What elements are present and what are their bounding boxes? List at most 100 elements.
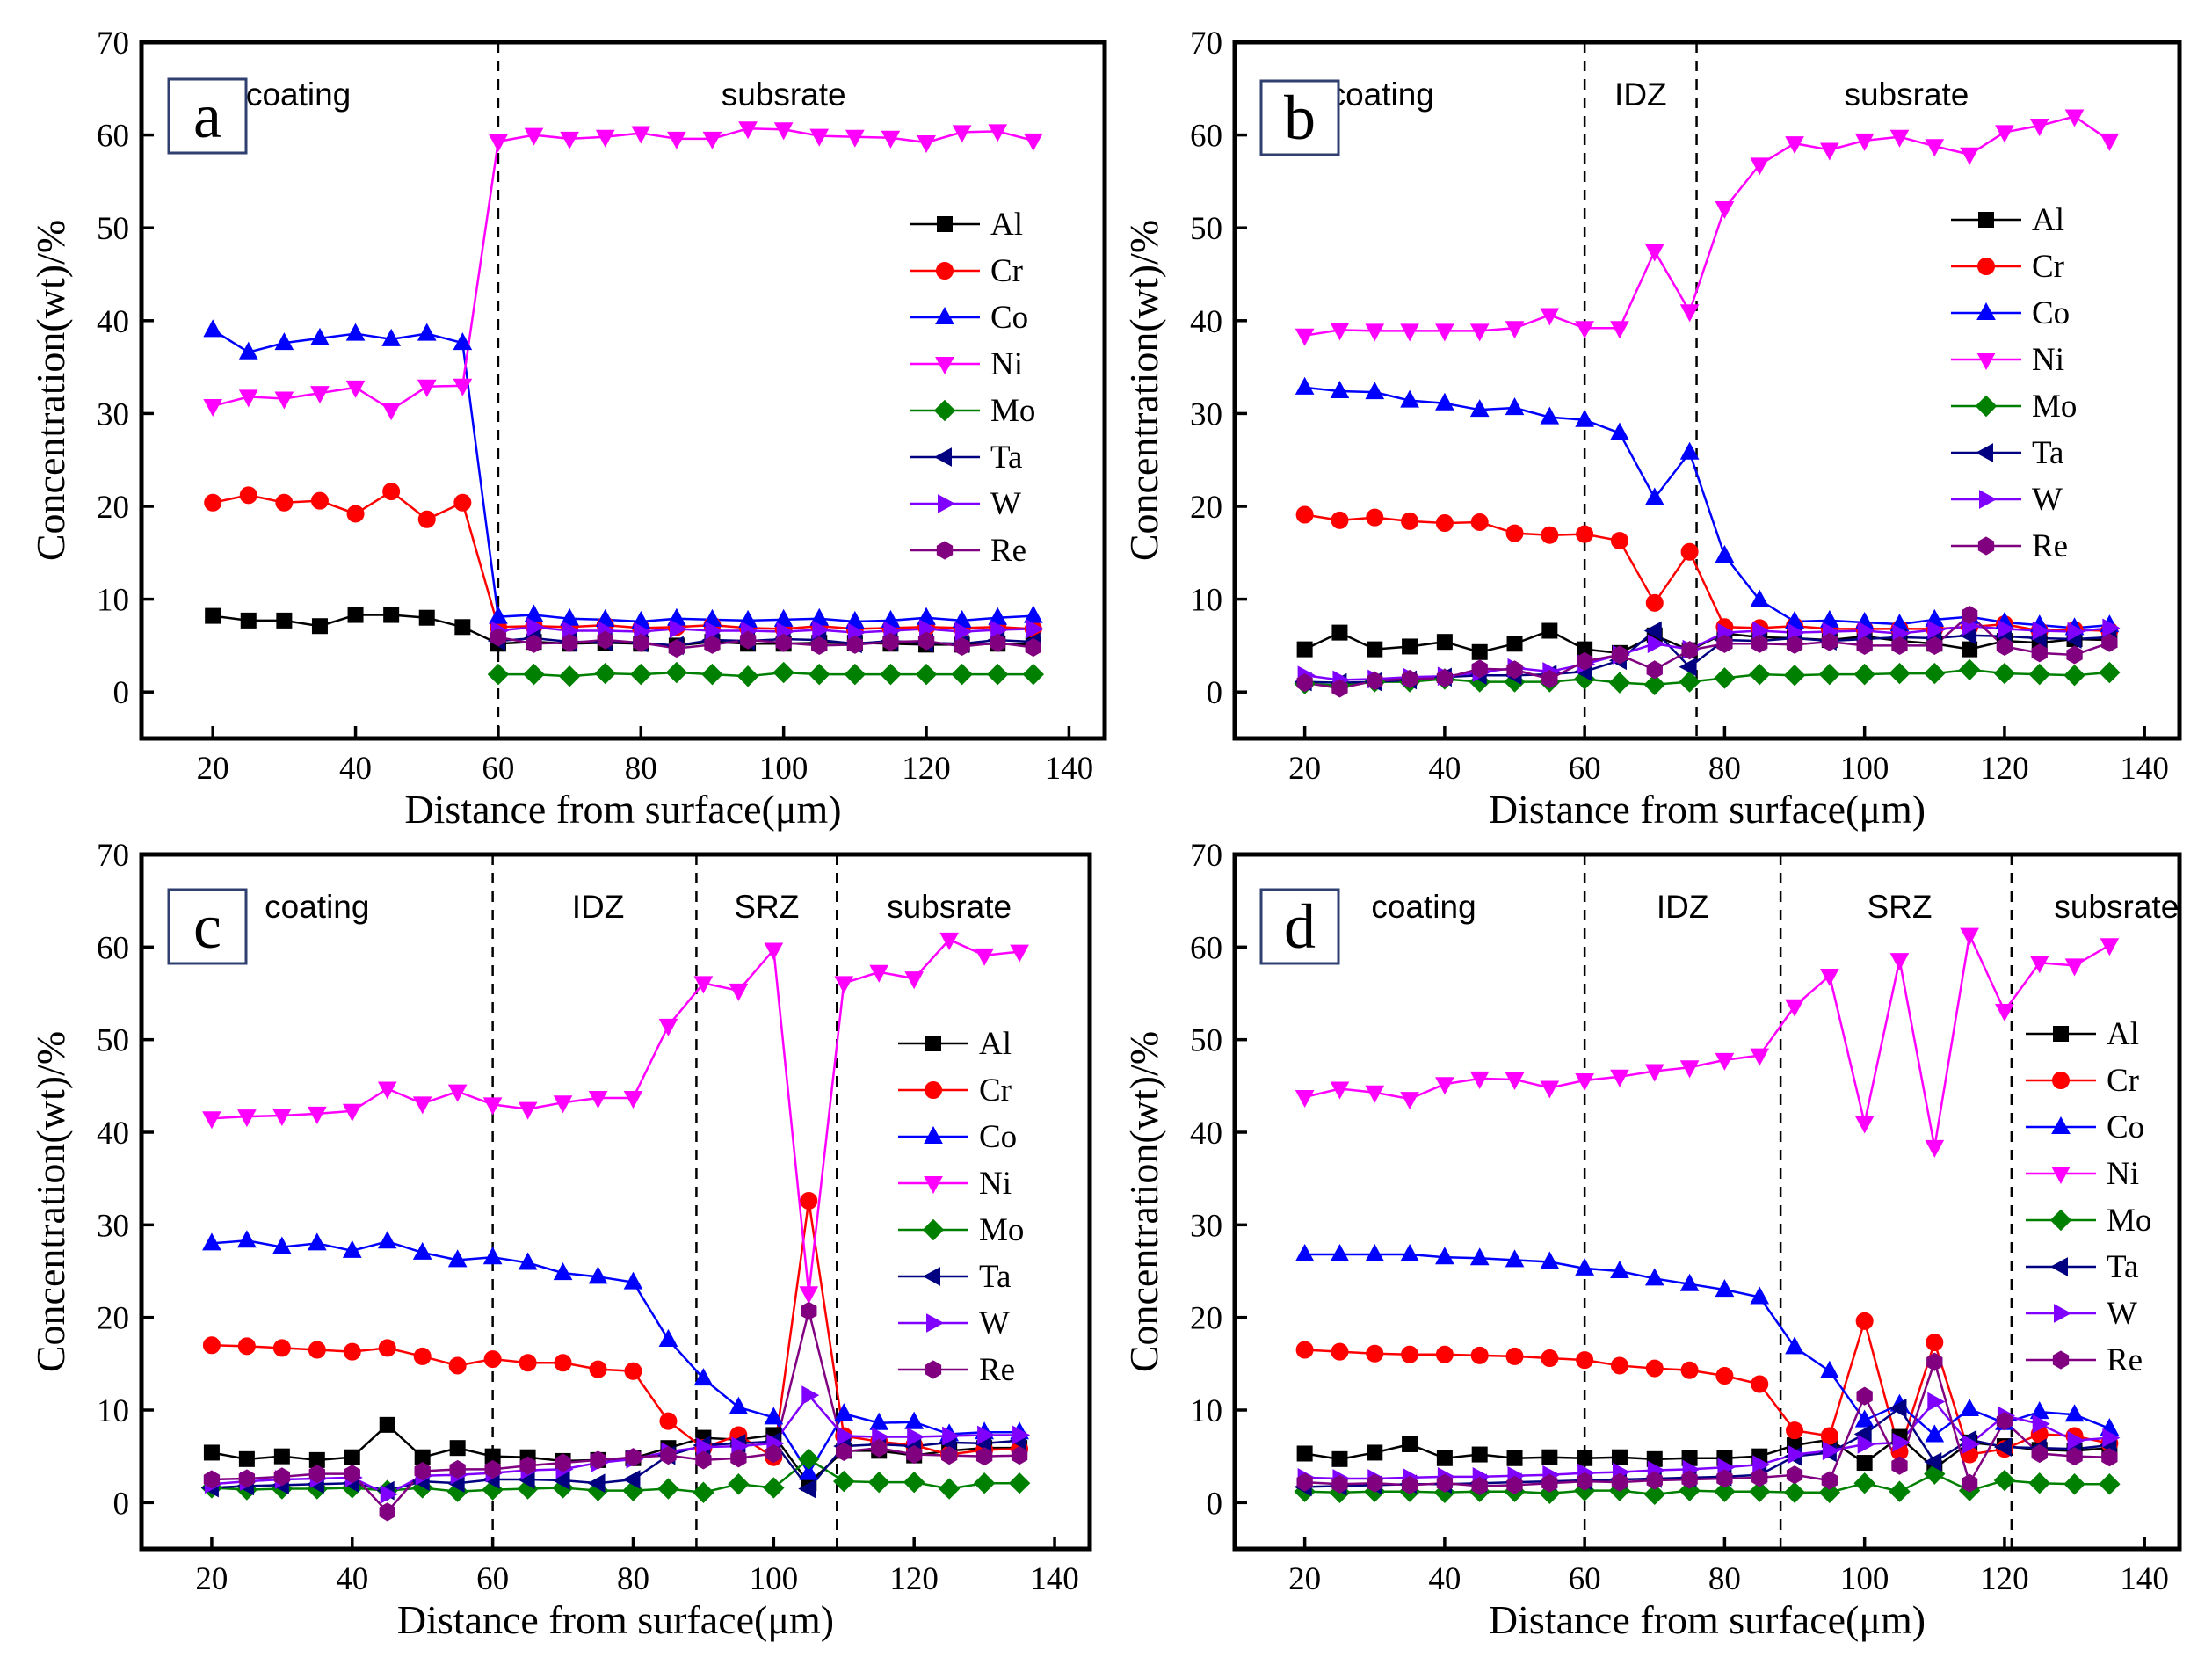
region-label-b-idz: IDZ [1614,76,1667,113]
legend-label-al: Al [990,207,1023,243]
legend-entry-b-re: Re [1951,528,2068,564]
y-tick-label-a: 50 [97,211,129,247]
data-point-d-re [1926,1352,1943,1371]
data-point-d-al [1436,1450,1453,1466]
legend-label-mo: Mo [2032,389,2077,425]
panel-letter-box-c [167,888,248,965]
legend-marker-mo [933,399,956,422]
data-point-b-co [1750,589,1770,607]
data-point-c-co [729,1396,749,1414]
data-point-b-cr [1331,511,1349,529]
data-point-d-ta [1924,1452,1942,1472]
x-tick-label-d: 140 [2120,1561,2169,1597]
data-point-a-al [454,619,471,636]
y-axis-title-d: Concentration(wt)/% [1121,1031,1166,1372]
data-point-a-ni [274,391,294,410]
data-point-a-w [1026,619,1044,639]
data-point-a-mo [487,663,510,686]
data-point-c-ta [587,1473,606,1494]
data-point-a-ni [845,129,865,148]
data-point-a-re [490,628,507,647]
data-point-c-co [342,1239,362,1258]
data-point-b-re [2066,645,2083,665]
series-line-b-cr [1304,513,2110,632]
data-point-c-re [940,1446,958,1465]
data-point-a-ni [489,134,508,153]
data-point-d-al [1541,1449,1558,1465]
data-point-b-ni [1679,304,1700,323]
data-point-d-ta [1889,1399,1907,1418]
data-point-a-ni [773,122,794,141]
data-point-a-mo [951,663,973,686]
data-point-d-ni [1750,1048,1770,1066]
legend-marker-mo [1975,395,1998,418]
x-tick-label-b: 140 [2120,751,2169,787]
data-point-b-mo [1608,672,1631,694]
legend-label-co: Co [979,1119,1017,1155]
data-point-c-ni [975,948,994,966]
data-point-a-re [990,633,1006,652]
data-point-d-re [1331,1474,1348,1494]
data-point-c-al [379,1416,395,1433]
data-point-d-w [2067,1430,2085,1450]
data-point-c-re [871,1438,888,1458]
data-point-d-co [1295,1243,1315,1262]
panel-letter-box-a [167,77,248,155]
data-point-b-mo [1749,663,1771,686]
data-point-c-re [484,1459,501,1479]
data-point-a-re [846,635,864,654]
data-point-d-w [1892,1433,1911,1452]
data-point-c-re [765,1443,782,1464]
data-point-a-co [381,328,401,346]
x-tick-label-d: 80 [1708,1561,1741,1597]
y-tick-label-d: 20 [1190,1301,1222,1337]
y-axis-title-c: Concentration(wt)/% [28,1031,73,1372]
data-point-b-re [1821,632,1838,651]
data-point-a-cr [346,505,365,523]
legend-label-w: W [990,486,1021,522]
y-tick-label-d: 40 [1190,1116,1222,1152]
data-point-d-ni [1854,1116,1875,1134]
data-point-d-co [1575,1257,1594,1276]
data-point-b-co [1435,392,1454,411]
data-point-d-ni [1679,1060,1700,1079]
data-point-b-mo [1924,662,1946,685]
legend-label-ni: Ni [2107,1156,2139,1192]
legend-entry-a-cr: Cr [910,253,1023,289]
y-tick-label-b: 60 [1190,119,1222,155]
data-point-a-ni [702,131,722,149]
legend-marker-mo [922,1218,945,1241]
data-point-a-co [417,323,437,341]
legend-marker-cr [2052,1072,2070,1089]
data-point-b-co [1715,544,1735,563]
y-tick-label-b: 30 [1190,396,1222,433]
data-point-d-cr [1751,1375,1769,1393]
data-point-b-mo [2028,663,2050,686]
data-point-d-ni [1960,927,1979,946]
data-point-c-cr [413,1347,432,1365]
data-point-b-w [2067,622,2085,642]
data-point-c-re [695,1450,712,1470]
data-point-a-re [775,633,792,652]
panel-letter-c: c [193,891,221,962]
data-point-a-w [812,620,830,640]
data-point-a-ni [524,127,544,146]
data-point-d-cr [1645,1359,1664,1378]
data-point-b-al [1331,624,1348,641]
data-point-b-cr [1610,532,1628,550]
legend-label-mo: Mo [979,1212,1024,1248]
data-point-d-re [2066,1447,2083,1466]
legend-label-re: Re [2032,528,2068,564]
data-point-a-cr [239,486,257,505]
data-point-a-mo [701,663,723,686]
data-point-d-re [1646,1471,1663,1490]
data-point-a-ni [560,131,579,149]
data-point-d-re [1541,1473,1558,1493]
region-label-c-srz: SRZ [734,889,799,925]
legend-marker-cr [1977,258,1995,275]
data-point-b-co [1610,422,1629,440]
x-tick-label-c: 20 [195,1561,228,1597]
series-line-a-ni [212,127,1034,411]
series-line-d-w [1304,1399,2110,1480]
data-point-d-re [1856,1386,1873,1406]
